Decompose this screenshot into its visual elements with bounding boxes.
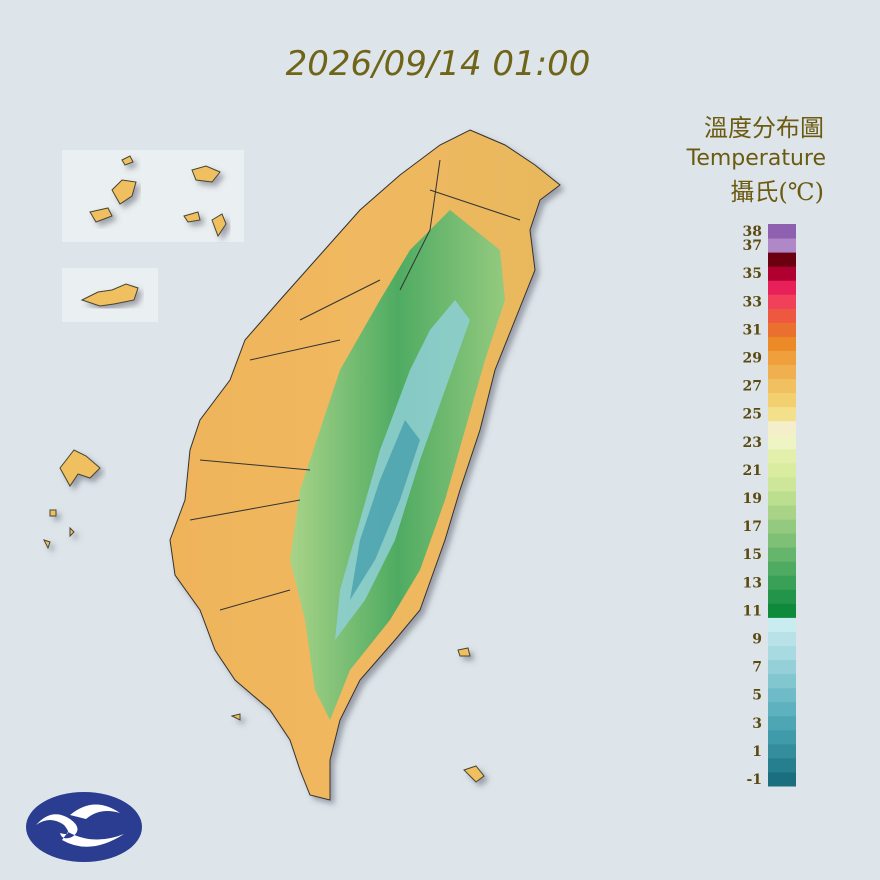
legend-tick-label: 27 — [743, 379, 762, 395]
legend-tick-label: -1 — [746, 772, 762, 788]
legend-tick-label: 33 — [743, 294, 762, 310]
legend-band — [768, 476, 796, 492]
legend-tick-label: 35 — [743, 266, 762, 282]
legend-tick-label: 3 — [752, 716, 762, 732]
legend-band — [768, 294, 796, 309]
legend-band — [768, 645, 796, 661]
legend-tick-label: 31 — [743, 322, 762, 338]
legend-title: 溫度分布圖 — [704, 114, 824, 142]
legend-band — [768, 743, 796, 759]
legend-tick-label: 15 — [743, 547, 762, 563]
legend-band — [768, 533, 796, 548]
legend-tick-label: 17 — [743, 519, 762, 535]
legend-tick-label: 5 — [752, 688, 762, 704]
legend-band — [768, 336, 796, 351]
legend-tick-label: 38 — [743, 224, 762, 240]
legend-band — [768, 308, 796, 323]
legend-band — [768, 547, 796, 562]
legend-tick-label: 29 — [743, 351, 762, 367]
legend-band — [768, 266, 796, 281]
legend-tick-label: 21 — [743, 463, 762, 479]
legend-band — [768, 364, 796, 380]
legend-band — [768, 392, 796, 408]
legend-band — [768, 406, 796, 422]
legend-band — [768, 434, 796, 450]
legend-band — [768, 490, 796, 506]
outlying-islands — [43, 150, 485, 783]
legend-band — [768, 771, 796, 787]
legend-band — [768, 589, 796, 604]
legend-band — [768, 673, 796, 689]
legend-band — [768, 505, 796, 520]
legend-band — [768, 238, 796, 253]
legend-band — [768, 561, 796, 576]
legend-band — [768, 631, 796, 646]
legend-band — [768, 715, 796, 731]
legend-tick-label: 37 — [743, 238, 762, 254]
legend-tick-label: 9 — [752, 632, 762, 648]
legend-subtitle: Temperature — [686, 146, 826, 171]
legend-band — [768, 575, 796, 590]
legend-band — [768, 252, 796, 267]
legend-tick-label: 25 — [743, 407, 762, 423]
legend-band — [768, 378, 796, 394]
legend-band — [768, 350, 796, 365]
legend-tick-label: 7 — [752, 660, 762, 676]
cwa-logo — [26, 792, 142, 862]
legend-band — [768, 462, 796, 478]
legend-band — [768, 687, 796, 703]
legend-tick-label: 11 — [743, 603, 762, 619]
legend-band — [768, 280, 796, 295]
timestamp: 2026/09/14 01:00 — [286, 44, 591, 84]
legend-band — [768, 519, 796, 534]
legend-tick-label: 13 — [743, 575, 762, 591]
legend-tick-label: 23 — [743, 435, 762, 451]
taiwan-island — [169, 129, 561, 801]
legend-band — [768, 448, 796, 464]
legend-band — [768, 322, 796, 337]
legend-tick-label: 1 — [752, 744, 762, 760]
legend-band — [768, 729, 796, 745]
legend-tick-label: 19 — [743, 491, 762, 507]
legend-band — [768, 757, 796, 773]
legend-band — [768, 603, 796, 618]
legend-band — [768, 617, 796, 632]
legend-band — [768, 659, 796, 675]
legend-band — [768, 420, 796, 436]
legend-band — [768, 224, 796, 239]
legend-band — [768, 701, 796, 717]
legend-unit: 攝氏(℃) — [730, 178, 824, 206]
